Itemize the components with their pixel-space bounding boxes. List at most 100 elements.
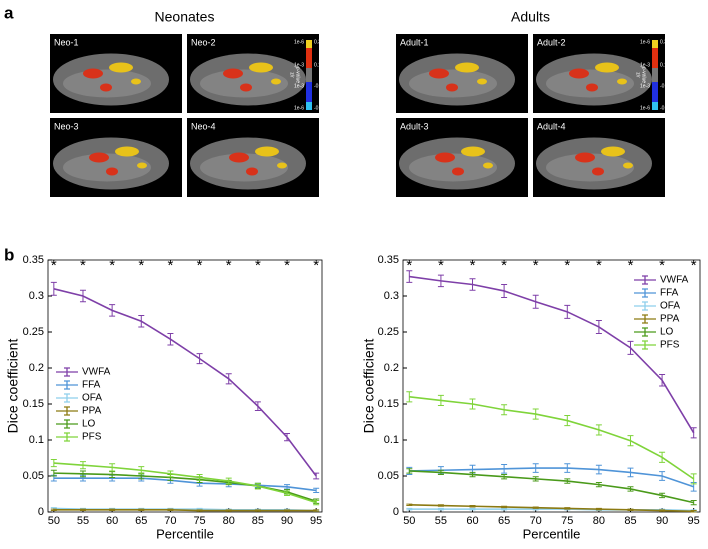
legend-label: VWFA	[82, 367, 111, 378]
x-tick-label: 50	[48, 515, 60, 527]
legend-label: LO	[82, 419, 96, 430]
error-bar	[406, 391, 413, 403]
x-tick-label: 90	[656, 515, 668, 527]
error-bar	[196, 353, 203, 365]
series-line	[409, 467, 694, 488]
error-bar	[406, 507, 413, 511]
brain-sulci	[63, 153, 151, 182]
error-bar	[532, 476, 539, 482]
legend-label: OFA	[660, 301, 680, 312]
brain-panel: Neo-3	[50, 118, 182, 197]
activation	[131, 78, 141, 85]
x-tick-label: 75	[561, 515, 573, 527]
colorbar-label: 1e-3	[294, 83, 304, 89]
activation	[89, 152, 109, 163]
y-tick-label: 0	[393, 506, 399, 518]
significance-marker: *	[691, 257, 697, 274]
error-bar	[50, 508, 57, 512]
error-bar	[406, 270, 413, 283]
plot-frame	[402, 259, 701, 513]
brain-sulci	[409, 153, 497, 182]
error-bar	[50, 281, 57, 296]
error-bar	[627, 486, 634, 492]
legend-label: OFA	[82, 393, 102, 404]
error-bar	[532, 463, 539, 473]
x-tick-label: 90	[281, 515, 293, 527]
error-bar	[196, 509, 203, 512]
panel-name: Neo-1	[54, 37, 79, 47]
activation	[446, 83, 458, 92]
legend-label: LO	[660, 327, 674, 338]
series-line	[409, 396, 695, 480]
error-bar	[501, 507, 508, 511]
x-tick-label: 75	[193, 515, 205, 527]
activation	[137, 162, 147, 169]
error-bar	[627, 508, 634, 512]
series-line	[53, 472, 317, 502]
significance-marker: *	[533, 257, 539, 274]
error-bar	[196, 474, 203, 481]
error-bar	[437, 394, 444, 406]
activation	[586, 83, 598, 92]
error-bar	[138, 314, 145, 328]
panel-name: Adult-2	[537, 37, 566, 47]
colorbar-label: 0.3	[660, 39, 667, 45]
error-bar	[109, 508, 116, 512]
colorbar-label: 1e-6	[294, 39, 304, 45]
significance-marker: *	[51, 257, 57, 274]
activation	[249, 62, 273, 73]
error-bar	[564, 304, 571, 319]
colorbar-top	[306, 40, 312, 68]
legend-swatch	[634, 288, 656, 298]
error-bar	[167, 470, 174, 478]
activation	[569, 68, 589, 79]
significance-marker: *	[80, 257, 86, 274]
activation	[617, 78, 627, 85]
legend-swatch	[634, 314, 656, 324]
colorbar-top	[652, 40, 658, 68]
error-bar	[313, 509, 320, 512]
y-tick-label: 0.35	[23, 254, 44, 266]
error-bar	[109, 463, 116, 472]
colorbar-top-hi	[306, 40, 312, 48]
activation	[277, 162, 287, 169]
error-bar	[659, 373, 666, 387]
error-bar	[469, 505, 476, 508]
x-tick-label: 65	[498, 515, 510, 527]
legend-swatch	[56, 393, 78, 403]
error-bar	[564, 478, 571, 484]
brain-panel: Adult-3	[396, 118, 528, 197]
legend-swatch	[634, 340, 656, 350]
error-bar	[595, 507, 602, 511]
error-bar	[284, 433, 291, 442]
x-tick-label: 70	[164, 515, 176, 527]
error-bar	[469, 507, 476, 511]
series-line	[53, 477, 317, 492]
error-bar	[627, 467, 634, 478]
error-bar	[564, 507, 571, 510]
activation	[100, 83, 112, 92]
legend-swatch	[634, 275, 656, 285]
error-bar	[437, 504, 444, 507]
error-bar	[138, 508, 145, 512]
activation	[601, 146, 625, 157]
panel-name: Neo-4	[191, 121, 216, 131]
error-bar	[690, 510, 697, 513]
significance-marker: *	[659, 257, 665, 274]
series-line	[53, 462, 317, 504]
error-bar	[659, 492, 666, 499]
legend-label: FFA	[82, 380, 101, 391]
error-bar	[437, 274, 444, 288]
x-tick-label: 80	[223, 515, 235, 527]
error-bar	[437, 507, 444, 511]
error-bar	[284, 509, 291, 512]
brain-panel: Adult-4	[533, 118, 665, 197]
error-bar	[532, 294, 539, 309]
error-bar	[627, 340, 634, 355]
colorbar-label: 0.1	[660, 62, 667, 68]
x-tick-label: 55	[77, 515, 89, 527]
error-bar	[284, 484, 291, 490]
y-tick-label: 0.05	[378, 470, 399, 482]
group-title: Neonates	[155, 9, 215, 25]
